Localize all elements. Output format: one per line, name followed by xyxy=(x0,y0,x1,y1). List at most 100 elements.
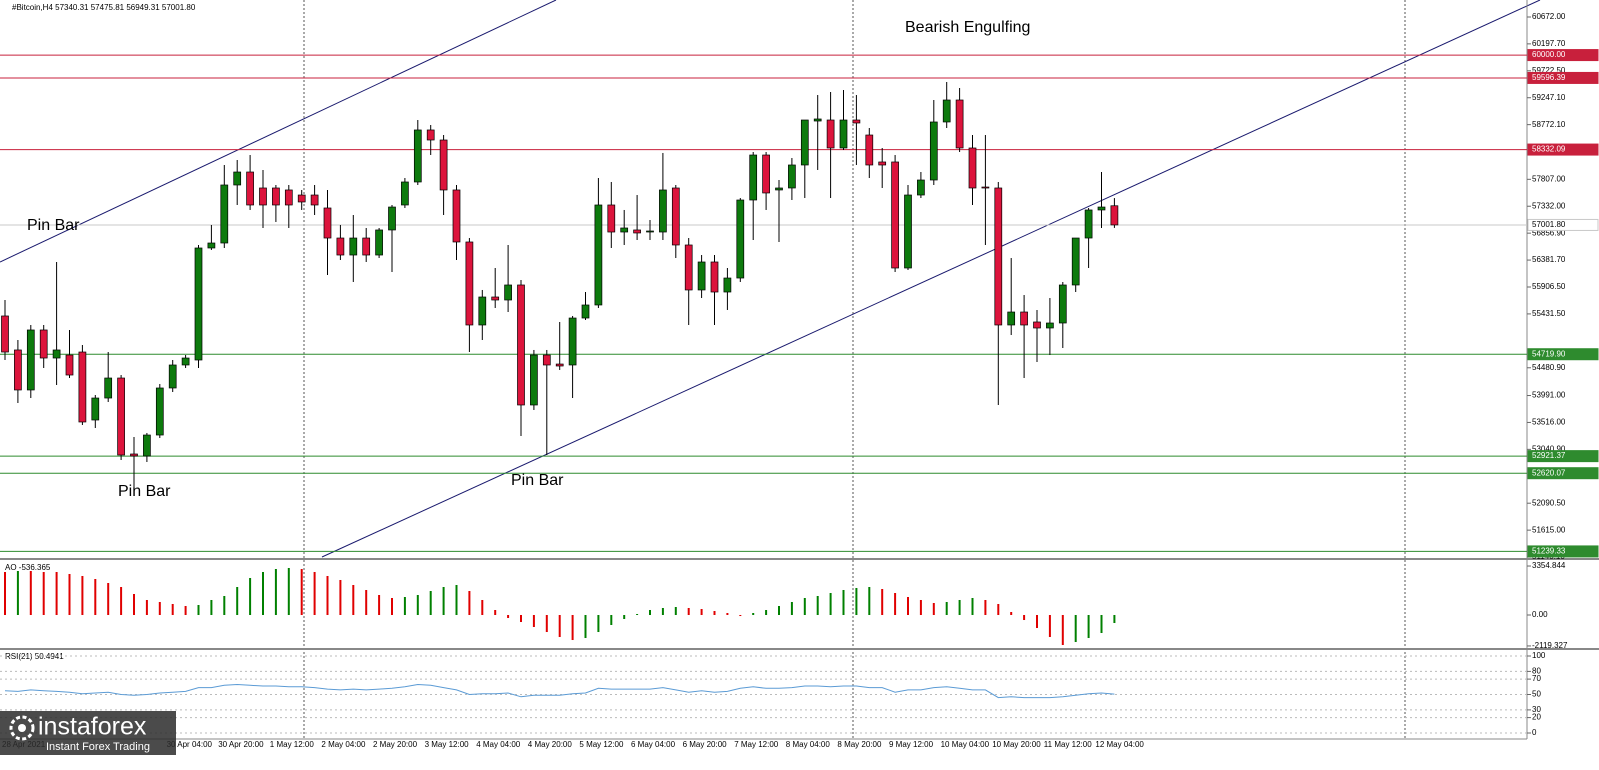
annotation: Bearish Engulfing xyxy=(905,19,1030,36)
candle-body xyxy=(633,229,641,234)
ao-bar xyxy=(107,583,110,616)
level-label: 58332.09 xyxy=(1532,145,1566,154)
candle-body xyxy=(581,304,590,319)
ao-bar xyxy=(1061,615,1064,646)
ao-bar xyxy=(584,615,587,639)
candle-body xyxy=(723,277,732,293)
candle-body xyxy=(323,207,332,239)
marks: 60672.00 60197.70 59722.50 59247.10 58772.10… xyxy=(0,12,1599,749)
ao-bar xyxy=(932,603,935,616)
candle-body xyxy=(1058,284,1067,324)
candle-body xyxy=(504,284,512,301)
ao-bar xyxy=(958,599,961,616)
candle-body xyxy=(671,187,680,246)
candle-body xyxy=(413,129,422,183)
candle-body xyxy=(1020,311,1028,326)
candle-body xyxy=(1097,206,1106,211)
x-tick-label: 2 May 20:00 xyxy=(373,740,418,749)
ao-bar xyxy=(416,595,419,616)
ao-bar xyxy=(842,589,845,616)
x-tick-label: 1 May 12:00 xyxy=(270,740,315,749)
y-tick-label: 56856.90 xyxy=(1532,228,1566,237)
ao-bar xyxy=(300,569,303,616)
candle-body xyxy=(194,247,203,361)
candle-body xyxy=(775,187,783,191)
x-tick-label: 8 May 04:00 xyxy=(786,740,831,749)
y-tick-label: 58772.10 xyxy=(1532,120,1566,129)
ao-bar xyxy=(726,613,729,616)
header: #Bitcoin,H4 57340.31 57475.81 56949.31 5… xyxy=(12,3,196,12)
candle-body xyxy=(220,184,229,244)
ao-bar xyxy=(29,571,32,616)
candle-body xyxy=(1110,205,1119,226)
y-tick-label: 53991.00 xyxy=(1532,391,1566,400)
x-tick-label: 2 May 04:00 xyxy=(321,740,366,749)
ao-bar xyxy=(520,615,522,623)
ao-bar xyxy=(907,597,909,616)
ao-bar xyxy=(223,595,226,616)
y-tick-label: 100 xyxy=(1532,651,1546,660)
ao-bar xyxy=(545,615,548,633)
logo-icon xyxy=(9,715,35,741)
candle-body xyxy=(530,354,538,406)
level-label: 52620.07 xyxy=(1532,468,1566,477)
candle-body xyxy=(607,204,616,233)
x-tick-label: 11 May 12:00 xyxy=(1044,740,1092,749)
ao-bar xyxy=(713,611,716,616)
ao-bar xyxy=(1087,615,1090,639)
y-tick-label: 56381.70 xyxy=(1532,255,1566,264)
pane-title: AO -536.365 xyxy=(5,563,51,572)
ao-bar xyxy=(945,601,948,616)
ao-bar xyxy=(571,615,574,641)
annotation: Pin Bar xyxy=(118,483,171,500)
candle-body xyxy=(697,261,706,291)
level-label-bg xyxy=(1527,348,1599,361)
candle-body xyxy=(143,434,151,457)
ao-bar xyxy=(971,597,974,616)
candle-body xyxy=(78,351,87,423)
ao-bar xyxy=(790,601,793,616)
candle-body xyxy=(762,154,770,194)
candle-body xyxy=(439,139,448,191)
trend-line xyxy=(0,0,557,263)
y-tick-label: 57807.00 xyxy=(1532,174,1566,183)
logo-icon xyxy=(18,724,26,732)
candle-body xyxy=(478,296,487,326)
ao-bar xyxy=(532,615,535,628)
level-label: 54719.90 xyxy=(1532,349,1566,358)
ao-bar xyxy=(287,567,290,616)
ao-bar xyxy=(649,609,651,616)
ao-bar xyxy=(597,615,600,633)
candle-body xyxy=(39,329,48,359)
candle-body xyxy=(168,364,177,389)
candle-body xyxy=(207,242,216,249)
x-tick-label: 7 May 12:00 xyxy=(734,740,779,749)
candle-body xyxy=(646,230,654,233)
ao-bar xyxy=(997,603,1000,616)
level-label-bg xyxy=(1527,71,1599,84)
level-label: 59596.39 xyxy=(1532,73,1566,82)
y-tick-label: 80 xyxy=(1532,667,1541,676)
y-tick-label: 51615.00 xyxy=(1532,525,1566,534)
level-label-bg xyxy=(1527,143,1599,156)
candle-body xyxy=(981,186,990,189)
x-tick-label: 4 May 04:00 xyxy=(476,740,521,749)
ao-bar xyxy=(1010,611,1013,616)
candle-body xyxy=(749,154,758,201)
ao-bar xyxy=(816,595,819,616)
x-tick-label: 8 May 20:00 xyxy=(837,740,882,749)
candle-body xyxy=(388,206,396,231)
ao-bar xyxy=(765,609,768,616)
ao-bar xyxy=(210,599,213,616)
ao-bar xyxy=(507,615,510,619)
ao-bar xyxy=(133,593,135,616)
candle-body xyxy=(542,354,551,366)
candle-body xyxy=(904,194,912,269)
candle-body xyxy=(929,121,938,181)
y-tick-label: 70 xyxy=(1532,674,1541,683)
ao-bar xyxy=(197,605,200,616)
candle-body xyxy=(259,187,267,206)
ao-bar xyxy=(1036,615,1038,629)
